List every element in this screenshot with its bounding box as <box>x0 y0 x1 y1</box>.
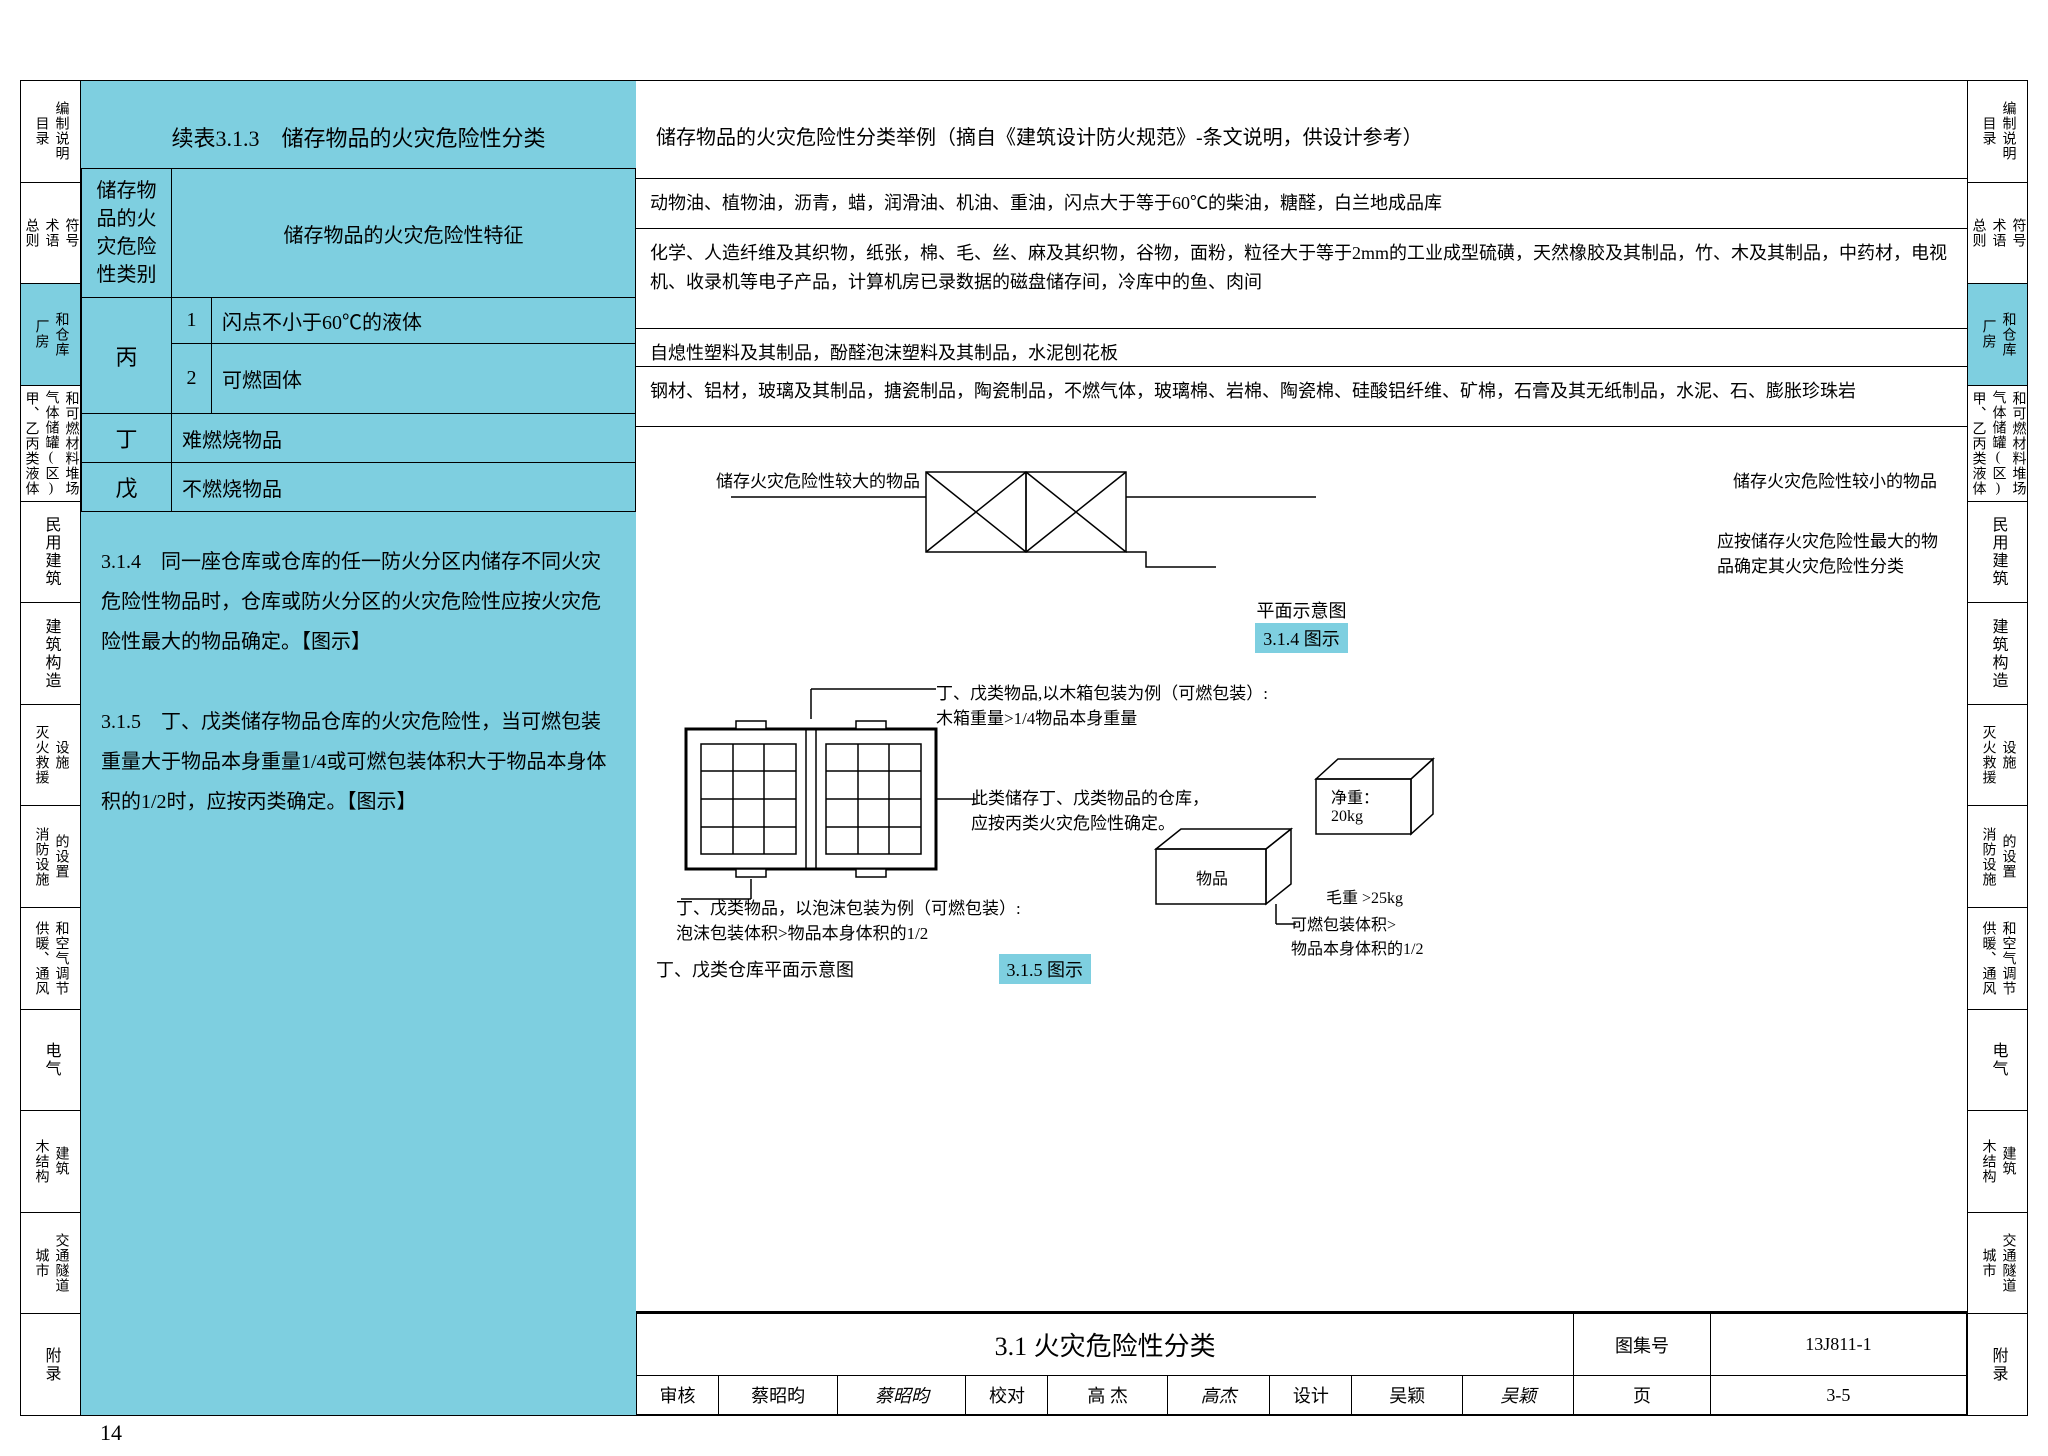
nav-tab[interactable]: 木结构建筑 <box>1968 1111 2027 1213</box>
title-block: 3.1 火灾危险性分类 图集号 13J811-1 审核 蔡昭昀 蔡昭昀 校对 高… <box>636 1311 1967 1415</box>
right-nav: 目录编制说明总则术语符号厂房和仓库甲、乙丙类液体气体储罐(区)和可燃材料堆场民用… <box>1967 81 2027 1415</box>
nav-tab[interactable]: 建筑构造 <box>21 603 80 705</box>
nav-tab[interactable]: 电气 <box>21 1010 80 1112</box>
nav-tab[interactable]: 城市交通隧道 <box>21 1213 80 1315</box>
row-desc: 难燃烧物品 <box>172 414 636 463</box>
nav-tab[interactable]: 民用建筑 <box>21 502 80 604</box>
tb-title: 3.1 火灾危险性分类 <box>637 1314 1574 1376</box>
table-title: 续表3.1.3 储存物品的火灾危险性分类 <box>81 81 636 168</box>
row-num: 1 <box>172 298 212 344</box>
d1-bottom-label: 应按储存火灾危险性最大的物品确定其火灾危险性分类 <box>1717 527 1947 577</box>
d2-v1: 可燃包装体积> <box>1291 917 1396 934</box>
d2-w1: 净重： <box>1331 790 1379 807</box>
left-nav: 目录编制说明总则术语符号厂房和仓库甲、乙丙类液体气体储罐(区)和可燃材料堆场民用… <box>21 81 81 1415</box>
diagram-315: 物品 丁、戊类物品,以木箱包装为例（可燃包装）: 木箱重量>1/4物品本身重量 … <box>636 679 1967 1004</box>
classification-table: 储存物品的火灾危险性类别 储存物品的火灾危险性特征 丙 1 闪点不小于60℃的液… <box>81 168 636 512</box>
row-desc: 可燃固体 <box>212 344 636 414</box>
cat-ding: 丁 <box>82 414 172 463</box>
d1-right-label: 储存火灾危险性较小的物品 <box>1733 467 1937 492</box>
diagram-314: 储存火灾危险性较大的物品 储存火灾危险性较小的物品 应按储存火灾危险性最大的物品… <box>636 427 1967 679</box>
nav-tab[interactable]: 甲、乙丙类液体气体储罐(区)和可燃材料堆场 <box>1968 386 2027 502</box>
nav-tab[interactable]: 消防设施的设置 <box>1968 806 2027 908</box>
nav-tab[interactable]: 供暖、通风和空气调节 <box>21 908 80 1010</box>
page-number: 14 <box>100 1420 122 1446</box>
svg-text:物品: 物品 <box>1196 870 1228 888</box>
d2-top1: 丁、戊类物品,以木箱包装为例（可燃包装）: <box>936 684 1268 703</box>
col2-header: 储存物品的火灾危险性特征 <box>172 169 636 298</box>
nav-tab[interactable]: 灭火救援设施 <box>1968 705 2027 807</box>
example-row: 化学、人造纤维及其织物，纸张，棉、毛、丝、麻及其织物，谷物，面粉，粒径大于等于2… <box>636 229 1967 329</box>
d2-w3: 毛重 >25kg <box>1326 884 1403 908</box>
example-row: 钢材、铝材，玻璃及其制品，搪瓷制品，陶瓷制品，不燃气体，玻璃棉、岩棉、陶瓷棉、硅… <box>636 367 1967 427</box>
nav-tab[interactable]: 消防设施的设置 <box>21 806 80 908</box>
example-row: 动物油、植物油，沥青，蜡，润滑油、机油、重油，闪点大于等于60℃的柴油，糖醛，白… <box>636 179 1967 229</box>
col1-header: 储存物品的火灾危险性类别 <box>82 169 172 298</box>
d2-v2: 物品本身体积的1/2 <box>1291 941 1423 958</box>
nav-tab[interactable]: 厂房和仓库 <box>1968 284 2027 386</box>
d2-mid2: 应按丙类火灾危险性确定。 <box>971 814 1175 833</box>
d2-caption: 丁、戊类仓库平面示意图 <box>656 960 854 980</box>
nav-tab[interactable]: 甲、乙丙类液体气体储罐(区)和可燃材料堆场 <box>21 386 80 502</box>
nav-tab[interactable]: 电气 <box>1968 1010 2027 1112</box>
d1-left-label: 储存火灾危险性较大的物品 <box>716 467 920 492</box>
d2-mid1: 此类储存丁、戊类物品的仓库， <box>971 789 1209 808</box>
example-header: 储存物品的火灾危险性分类举例（摘自《建筑设计防火规范》-条文说明，供设计参考） <box>636 81 1967 179</box>
nav-tab[interactable]: 总则术语符号 <box>1968 183 2027 285</box>
nav-tab[interactable]: 民用建筑 <box>1968 502 2027 604</box>
nav-tab[interactable]: 木结构建筑 <box>21 1111 80 1213</box>
nav-tab[interactable]: 附录 <box>21 1314 80 1415</box>
nav-tab[interactable]: 目录编制说明 <box>1968 81 2027 183</box>
notes-area: 3.1.4 同一座仓库或仓库的任一防火分区内储存不同火灾危险性物品时，仓库或防火… <box>81 512 636 842</box>
nav-tab[interactable]: 灭火救援设施 <box>21 705 80 807</box>
d2-bot1: 丁、戊类物品，以泡沫包装为例（可燃包装）: <box>676 899 1021 918</box>
d1-caption: 平面示意图 <box>1257 601 1347 621</box>
d1-tag: 3.1.4 图示 <box>1255 623 1348 653</box>
right-section: 储存物品的火灾危险性分类举例（摘自《建筑设计防火规范》-条文说明，供设计参考） … <box>636 81 1967 1415</box>
nav-tab[interactable]: 附录 <box>1968 1314 2027 1415</box>
row-desc: 闪点不小于60℃的液体 <box>212 298 636 344</box>
nav-tab[interactable]: 厂房和仓库 <box>21 284 80 386</box>
nav-tab[interactable]: 建筑构造 <box>1968 603 2027 705</box>
cat-bing: 丙 <box>82 298 172 414</box>
row-desc: 不燃烧物品 <box>172 463 636 512</box>
d2-top2: 木箱重量>1/4物品本身重量 <box>936 709 1137 728</box>
nav-tab[interactable]: 供暖、通风和空气调节 <box>1968 908 2027 1010</box>
main-content: 续表3.1.3 储存物品的火灾危险性分类 储存物品的火灾危险性类别 储存物品的火… <box>81 81 1967 1415</box>
left-highlight-section: 续表3.1.3 储存物品的火灾危险性分类 储存物品的火灾危险性类别 储存物品的火… <box>81 81 636 1415</box>
row-num: 2 <box>172 344 212 414</box>
nav-tab[interactable]: 城市交通隧道 <box>1968 1213 2027 1315</box>
cat-wu: 戊 <box>82 463 172 512</box>
d2-bot2: 泡沫包装体积>物品本身体积的1/2 <box>676 924 928 943</box>
note-315: 3.1.5 丁、戊类储存物品仓库的火灾危险性，当可燃包装重量大于物品本身重量1/… <box>101 702 616 822</box>
nav-tab[interactable]: 目录编制说明 <box>21 81 80 183</box>
page-container: 目录编制说明总则术语符号厂房和仓库甲、乙丙类液体气体储罐(区)和可燃材料堆场民用… <box>20 80 2028 1416</box>
note-314: 3.1.4 同一座仓库或仓库的任一防火分区内储存不同火灾危险性物品时，仓库或防火… <box>101 542 616 662</box>
nav-tab[interactable]: 总则术语符号 <box>21 183 80 285</box>
example-row: 自熄性塑料及其制品，酚醛泡沫塑料及其制品，水泥刨花板 <box>636 329 1967 367</box>
d2-tag: 3.1.5 图示 <box>999 954 1092 984</box>
d2-w2: 20kg <box>1331 808 1363 825</box>
